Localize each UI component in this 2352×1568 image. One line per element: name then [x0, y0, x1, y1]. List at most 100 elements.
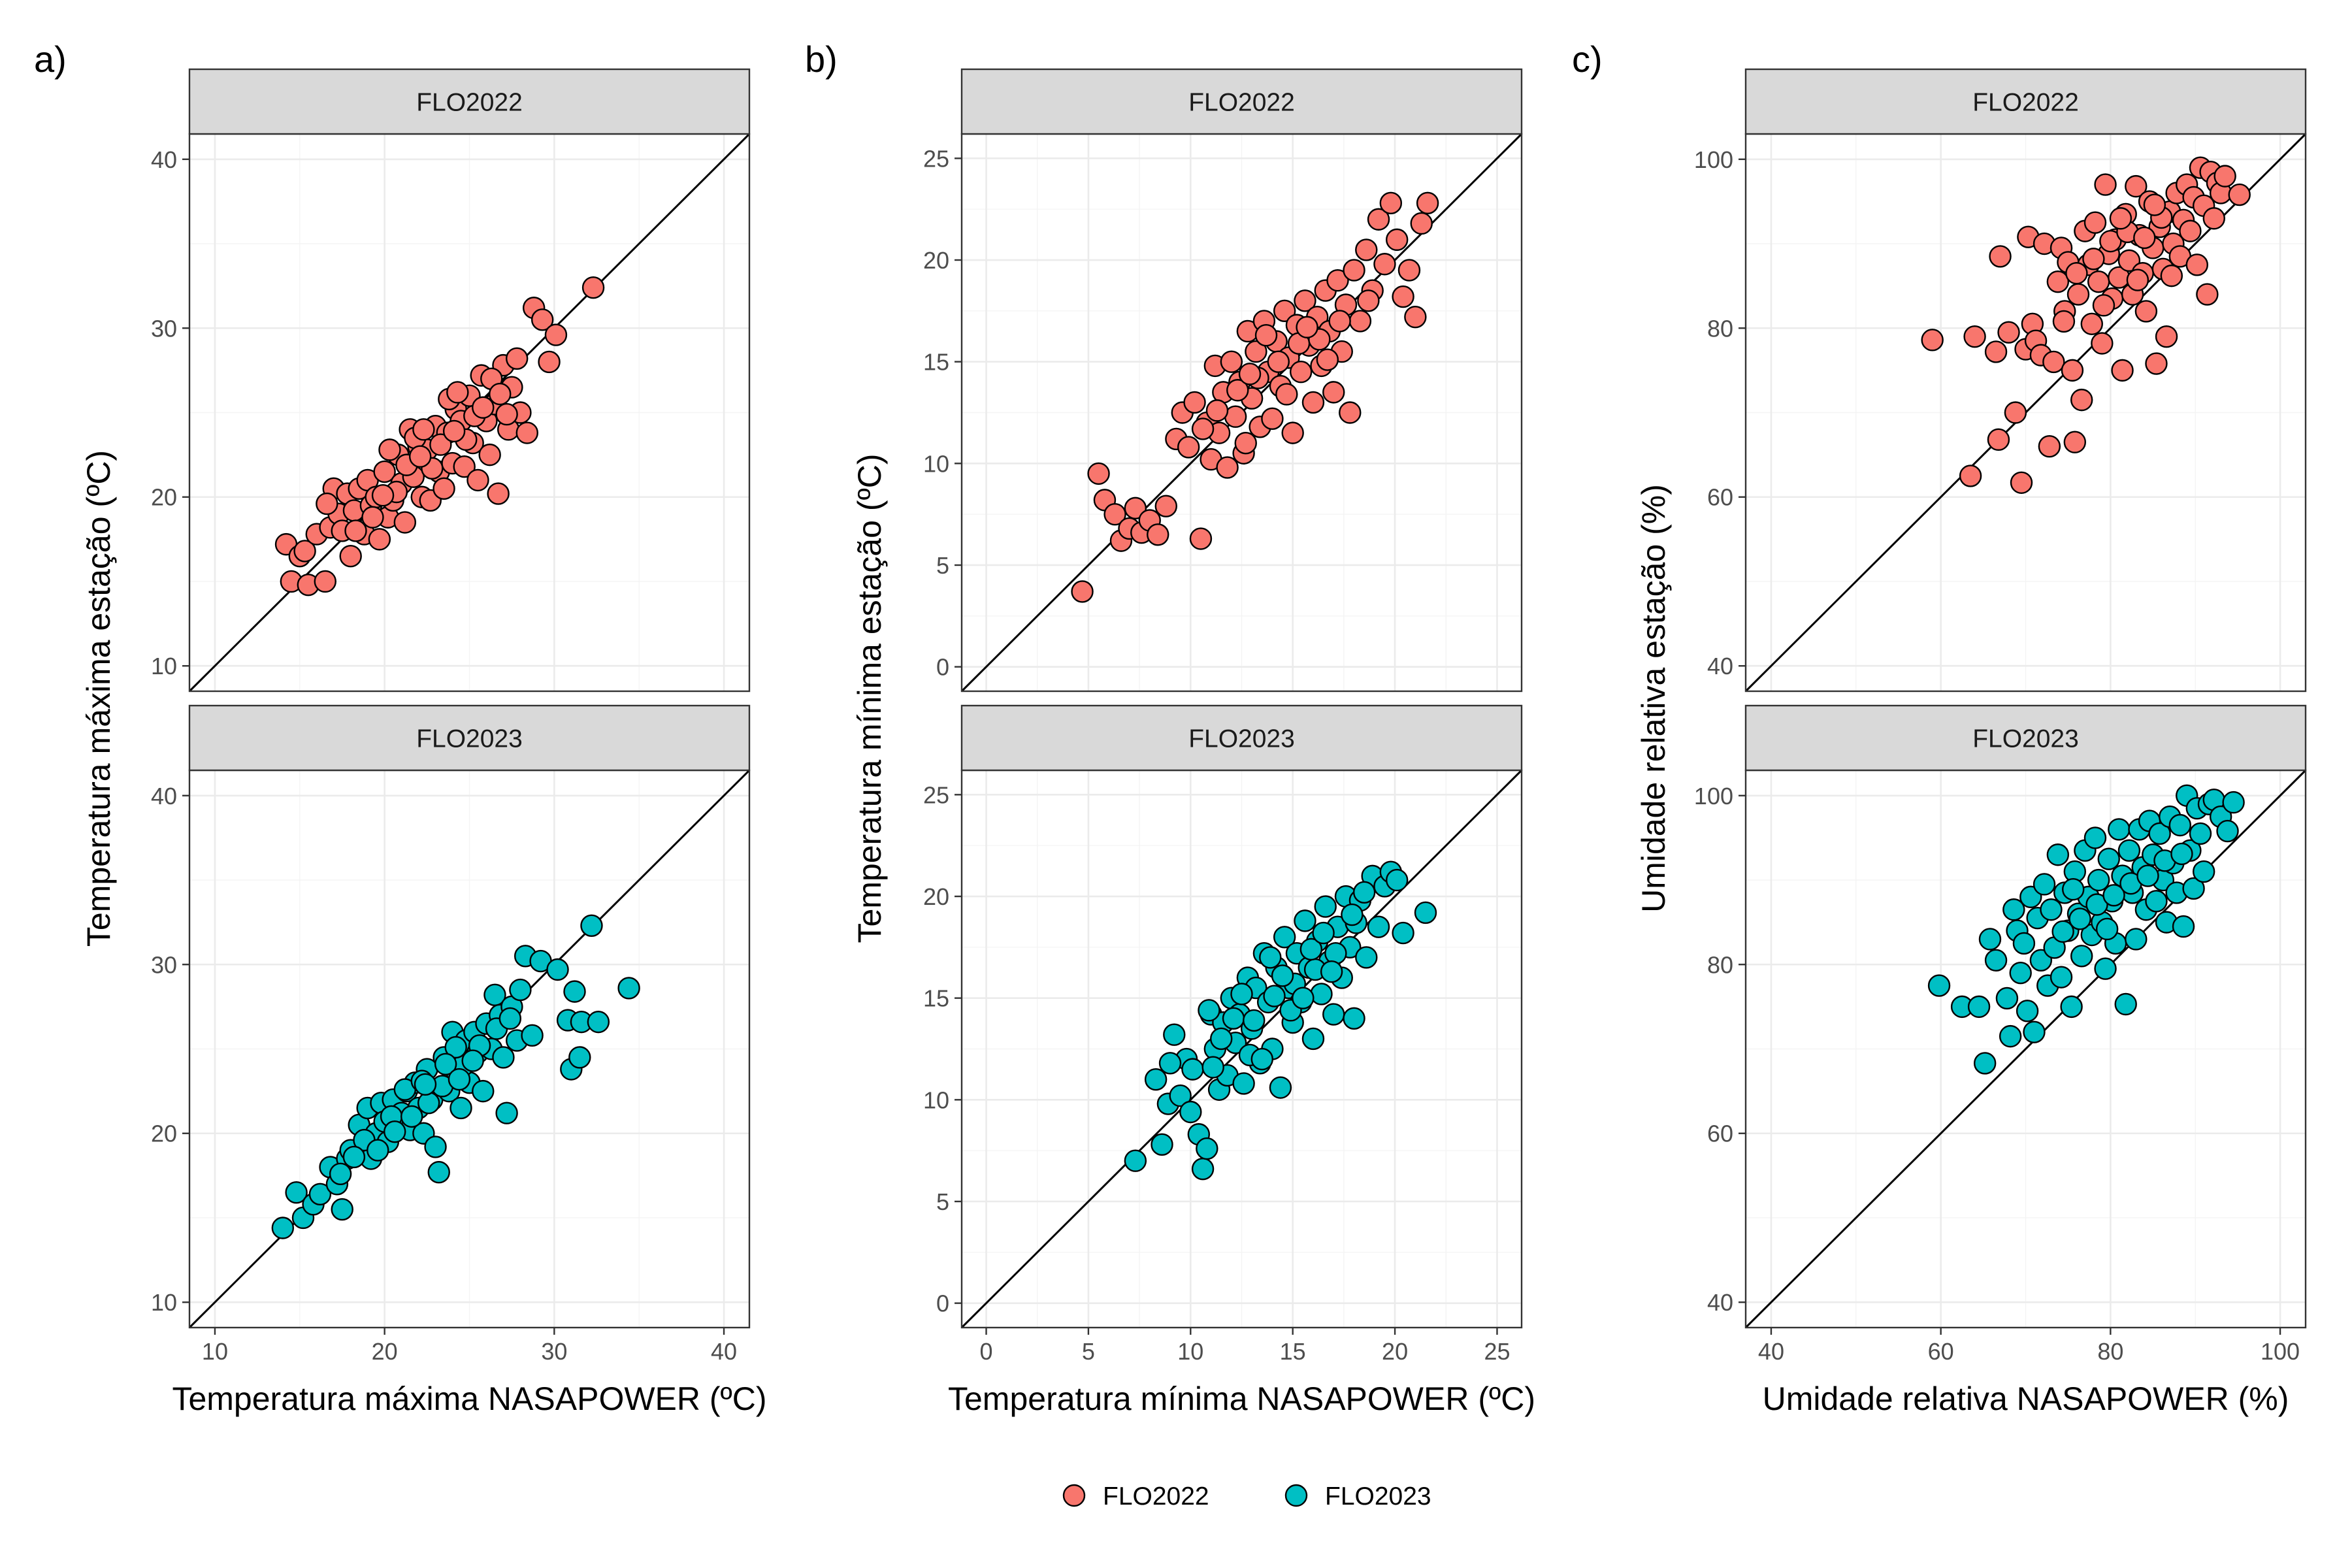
data-point-flo2023 [2216, 819, 2239, 843]
x-tick-label: 100 [2261, 1338, 2300, 1365]
y-tick-label: 15 [923, 985, 949, 1012]
legend-key-flo2023 [1284, 1484, 1308, 1507]
data-point-flo2023 [1312, 921, 1335, 945]
x-tick-label: 40 [711, 1338, 737, 1365]
x-tick-label: 20 [372, 1338, 398, 1365]
data-point-flo2023 [2051, 920, 2074, 943]
data-point-flo2022 [2126, 269, 2149, 291]
data-point-flo2023 [2182, 877, 2205, 900]
data-point-flo2023 [2033, 873, 2056, 896]
data-point-flo2022 [2143, 193, 2166, 216]
data-point-flo2023 [492, 1046, 515, 1069]
data-point-flo2022 [1183, 391, 1206, 414]
data-point-flo2023 [2016, 1000, 2039, 1022]
data-point-flo2022 [1963, 325, 1986, 348]
data-point-flo2023 [2117, 839, 2141, 862]
data-point-flo2022 [2038, 434, 2061, 458]
x-tick-label: 15 [1280, 1338, 1306, 1365]
data-point-flo2023 [2189, 822, 2212, 845]
data-point-flo2023 [1273, 926, 1296, 949]
y-tick-label: 0 [936, 654, 949, 681]
data-point-flo2023 [1169, 1084, 1192, 1107]
data-point-flo2022 [2155, 325, 2178, 348]
data-point-flo2023 [308, 1183, 332, 1205]
data-point-flo2022 [2052, 310, 2076, 333]
data-point-flo2023 [1243, 1009, 1266, 1032]
data-point-flo2023 [1355, 946, 1378, 969]
data-point-flo2022 [2145, 352, 2168, 375]
data-point-flo2022 [538, 350, 561, 374]
data-point-flo2023 [1299, 938, 1323, 961]
data-point-flo2022 [1281, 421, 1304, 444]
data-point-flo2023 [2172, 915, 2195, 938]
facet-strip [960, 704, 1523, 772]
data-point-flo2022 [1404, 305, 1427, 329]
data-point-flo2022 [453, 455, 476, 478]
data-point-flo2022 [1154, 495, 1177, 517]
x-tick-label: 0 [980, 1338, 993, 1365]
data-point-flo2023 [1386, 868, 1409, 892]
data-point-flo2023 [434, 1053, 457, 1075]
y-tick-label: 20 [151, 484, 177, 511]
data-point-flo2022 [544, 323, 568, 346]
y-axis-title: Temperatura mínima estação (ºC) [851, 453, 888, 943]
data-point-flo2022 [1226, 379, 1249, 402]
data-point-flo2022 [1267, 350, 1290, 373]
y-tick-label: 40 [151, 146, 177, 173]
y-tick-label: 5 [936, 552, 949, 579]
data-point-flo2022 [1189, 527, 1213, 550]
data-point-flo2023 [342, 1145, 366, 1169]
data-point-flo2023 [546, 958, 569, 981]
data-point-flo2022 [1220, 350, 1243, 373]
data-point-flo2022 [393, 511, 417, 534]
y-tick-label: 20 [923, 247, 949, 274]
x-tick-label: 25 [1484, 1338, 1510, 1365]
facet-strip-label: FLO2022 [1972, 89, 2079, 117]
data-point-flo2022 [1379, 191, 1403, 215]
data-point-flo2023 [1163, 1023, 1186, 1046]
data-point-flo2022 [1997, 321, 2020, 344]
data-point-flo2022 [1147, 523, 1169, 546]
data-point-flo2022 [1071, 580, 1094, 603]
data-point-flo2022 [581, 276, 605, 299]
data-point-flo2022 [2092, 294, 2115, 317]
data-point-flo2022 [2160, 264, 2183, 287]
data-point-flo2022 [2046, 270, 2070, 293]
data-point-flo2022 [1367, 208, 1390, 231]
data-point-flo2022 [1410, 212, 1433, 235]
data-point-flo2022 [1397, 259, 1421, 282]
data-point-flo2023 [1984, 949, 2008, 972]
data-point-flo2022 [339, 545, 362, 568]
y-axis-title: Umidade relativa estação (%) [1635, 484, 1672, 913]
data-point-flo2023 [1352, 881, 1376, 904]
data-point-flo2022 [2061, 359, 2084, 382]
y-tick-label: 20 [151, 1120, 177, 1147]
data-point-flo2023 [521, 1024, 544, 1047]
data-point-flo2022 [429, 433, 452, 456]
data-point-flo2022 [442, 419, 466, 443]
y-tick-label: 100 [1694, 146, 1733, 173]
data-point-flo2022 [408, 445, 432, 468]
data-point-flo2022 [1984, 340, 2008, 363]
data-point-flo2022 [515, 421, 538, 444]
data-point-flo2023 [1927, 974, 1951, 997]
data-point-flo2023 [384, 1120, 406, 1143]
data-point-flo2023 [2040, 898, 2063, 921]
data-point-flo2023 [414, 1073, 437, 1096]
data-point-flo2023 [285, 1181, 308, 1204]
y-tick-label: 10 [151, 653, 177, 679]
data-point-flo2023 [331, 1198, 353, 1221]
panel-tag: a) [34, 39, 67, 80]
data-point-flo2023 [2114, 992, 2137, 1016]
data-point-flo2023 [2192, 860, 2215, 883]
data-point-flo2022 [2065, 262, 2088, 285]
data-point-flo2023 [498, 1007, 522, 1030]
data-point-flo2022 [2213, 165, 2236, 188]
data-point-flo2023 [1967, 995, 1991, 1019]
data-point-flo2023 [1179, 1100, 1202, 1124]
y-tick-label: 25 [923, 145, 949, 172]
data-point-flo2023 [400, 1105, 423, 1128]
data-point-flo2023 [1196, 1137, 1218, 1160]
data-point-flo2022 [2066, 283, 2090, 306]
data-point-flo2023 [2012, 932, 2036, 955]
